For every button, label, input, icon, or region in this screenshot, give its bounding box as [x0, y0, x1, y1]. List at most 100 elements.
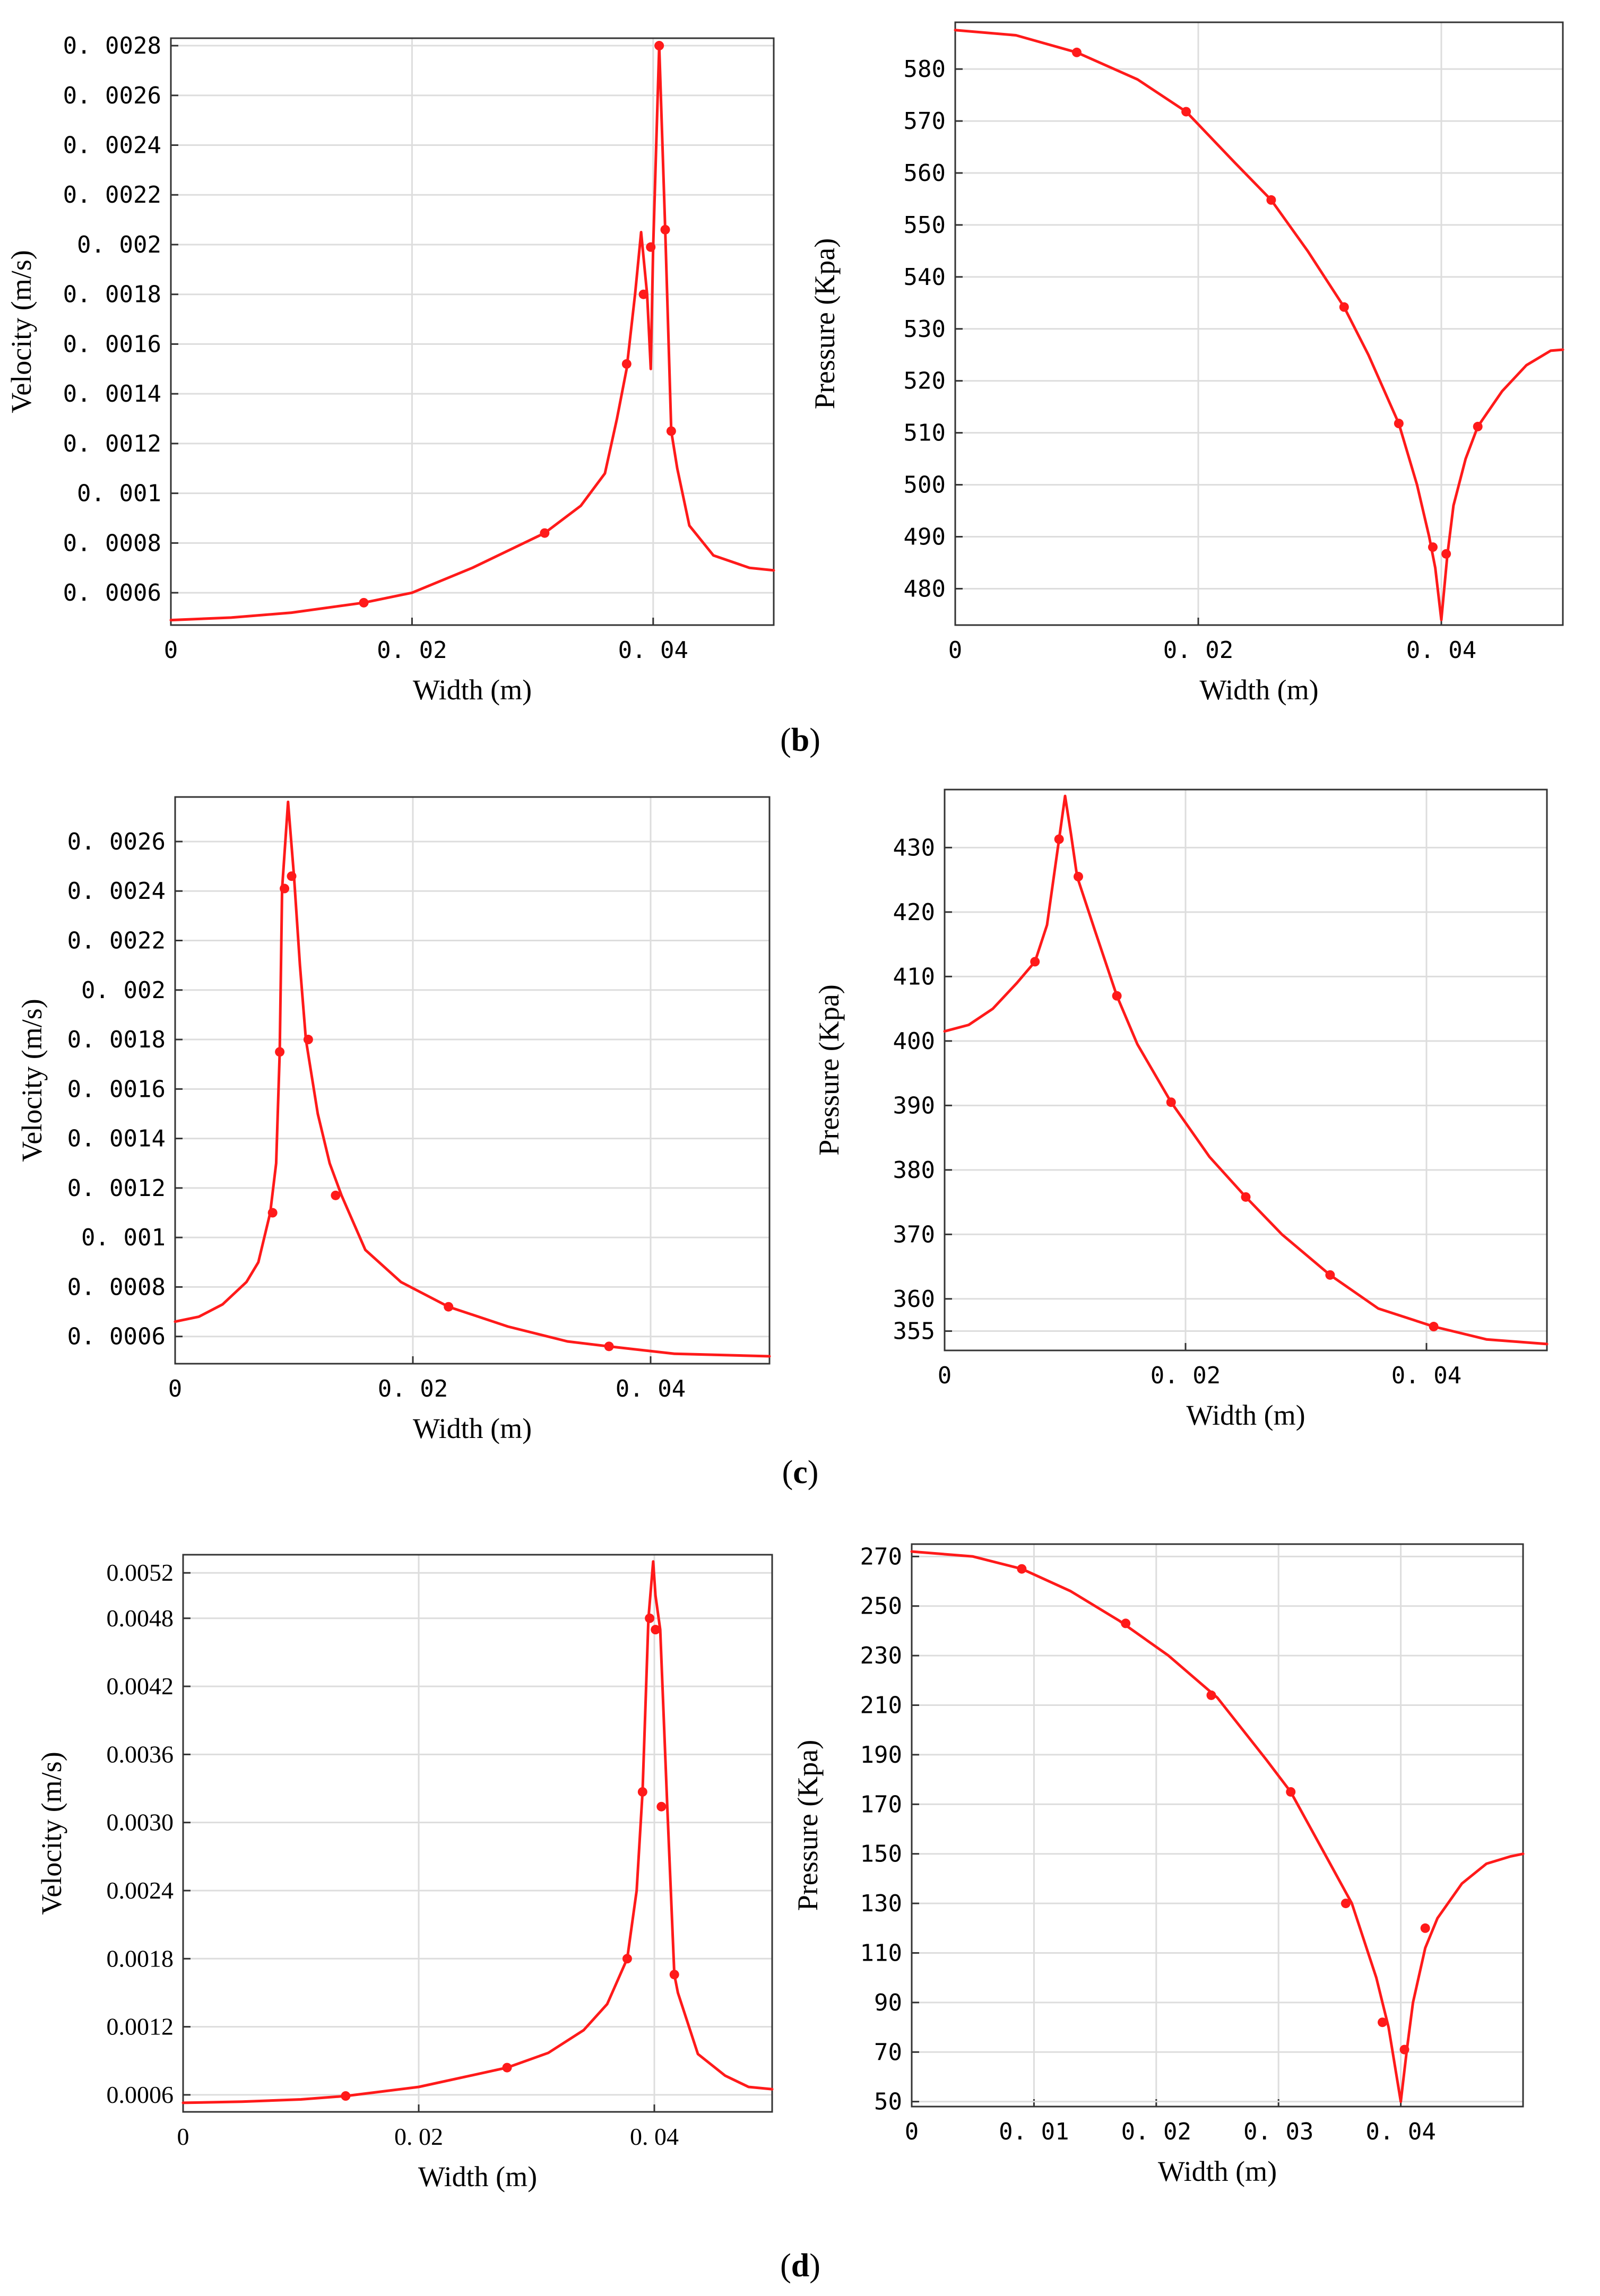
y-tick-label: 0.0012	[107, 2013, 174, 2040]
y-tick-label: 0. 0026	[63, 82, 161, 109]
y-tick-label: 580	[904, 56, 946, 83]
x-tick-label: 0. 04	[618, 637, 688, 664]
y-tick-label: 0. 001	[81, 1224, 166, 1251]
y-tick-label: 0. 0026	[67, 828, 166, 855]
data-point-marker	[287, 871, 297, 881]
y-tick-label: 420	[893, 899, 935, 926]
data-point-marker	[1394, 419, 1404, 429]
y-tick-label: 490	[904, 524, 946, 551]
x-tick-label: 0. 04	[1406, 637, 1476, 664]
y-tick-label: 70	[874, 2039, 902, 2066]
y-tick-label: 0. 0028	[63, 32, 161, 59]
plot-frame	[954, 21, 1564, 626]
x-axis-label: Width (m)	[1158, 2155, 1277, 2187]
data-point-marker	[444, 1302, 454, 1312]
y-tick-label: 540	[904, 264, 946, 291]
series-line-pressure	[943, 794, 1549, 1346]
y-tick-label: 0.0030	[107, 1809, 174, 1836]
y-tick-label: 500	[904, 472, 946, 499]
y-tick-label: 0.0006	[107, 2081, 174, 2108]
y-axis-label: Pressure (Kpa)	[809, 238, 841, 409]
x-tick-label: 0. 04	[1365, 2118, 1435, 2145]
y-tick-label: 210	[860, 1692, 902, 1719]
data-point-marker	[502, 2063, 512, 2073]
x-tick-label: 0. 02	[377, 637, 447, 664]
y-tick-label: 510	[904, 420, 946, 447]
data-point-marker	[1429, 1322, 1439, 1332]
y-tick-label: 0.0052	[107, 1559, 174, 1586]
y-tick-label: 520	[904, 368, 946, 395]
x-tick-label: 0. 04	[616, 1375, 686, 1402]
data-point-marker	[1017, 1564, 1027, 1574]
y-tick-label: 0. 0016	[63, 331, 161, 358]
x-tick-label: 0	[164, 637, 178, 664]
x-tick-label: 0. 02	[394, 2123, 443, 2150]
caption-c-letter: c	[793, 1454, 808, 1491]
data-point-marker	[1181, 107, 1191, 117]
data-point-marker	[1340, 1899, 1351, 1909]
data-point-marker	[1073, 872, 1083, 882]
data-point-marker	[622, 1954, 632, 1964]
x-axis-label: Width (m)	[413, 1413, 532, 1444]
data-point-marker	[1166, 1097, 1176, 1107]
data-point-marker	[1054, 834, 1064, 844]
plot-frame	[944, 789, 1548, 1351]
data-point-marker	[1428, 542, 1438, 552]
y-tick-label: 0.0024	[107, 1877, 174, 1904]
x-tick-label: 0. 02	[1151, 1362, 1221, 1389]
y-tick-label: 0. 0018	[63, 281, 161, 308]
data-point-marker	[669, 1970, 679, 1980]
data-point-marker	[660, 224, 670, 235]
data-point-marker	[341, 2091, 351, 2101]
data-point-marker	[651, 1625, 661, 1635]
x-tick-label: 0. 02	[378, 1375, 448, 1402]
y-tick-label: 90	[874, 1989, 902, 2016]
y-tick-label: 360	[893, 1286, 935, 1313]
chart-c-velocity: 0 0. 02 0. 04 0. 0006 0. 0008 0. 001 0. 0012 0.…	[16, 796, 771, 1444]
data-point-marker	[638, 289, 648, 299]
x-tick-label: 0	[177, 2123, 189, 2150]
data-point-marker	[359, 597, 369, 608]
x-axis-label: Width (m)	[418, 2161, 537, 2193]
x-tick-label: 0. 02	[1121, 2118, 1191, 2145]
y-tick-label: 150	[860, 1841, 902, 1868]
y-tick-label: 130	[860, 1890, 902, 1917]
y-tick-label: 0.0042	[107, 1673, 174, 1700]
data-point-marker	[1030, 957, 1040, 967]
data-point-marker	[1112, 991, 1122, 1001]
caption-c: (c)	[782, 1454, 819, 1491]
y-tick-label: 0. 0022	[67, 927, 166, 954]
data-point-marker	[1399, 2044, 1409, 2055]
data-point-marker	[1420, 1923, 1430, 1933]
x-tick-label: 0. 02	[1163, 637, 1233, 664]
x-tick-label: 0	[948, 637, 963, 664]
y-tick-label: 560	[904, 160, 946, 187]
y-tick-label: 0. 0012	[63, 430, 161, 457]
y-tick-label: 530	[904, 316, 946, 343]
y-tick-label: 380	[893, 1157, 935, 1184]
data-point-marker	[280, 883, 290, 894]
x-axis-label: Width (m)	[1186, 1399, 1305, 1431]
y-tick-label: 230	[860, 1642, 902, 1669]
y-tick-label: 550	[904, 212, 946, 239]
x-tick-label: 0. 03	[1243, 2118, 1313, 2145]
data-point-marker	[654, 41, 664, 51]
data-point-marker	[331, 1190, 341, 1200]
plot-frame	[170, 37, 775, 626]
y-tick-label: 0.0036	[107, 1740, 174, 1768]
data-point-marker	[1121, 1618, 1131, 1628]
data-point-marker	[1339, 302, 1349, 312]
y-tick-label: 355	[893, 1318, 935, 1345]
plot-frame	[182, 1554, 773, 2113]
chart-d-velocity: 0 0. 02 0. 04 0.0006 0.0012 0.0018 0.0024 0.003…	[36, 1554, 774, 2193]
chart-b-pressure: 0 0. 02 0. 04 480 490 500 510 520 530 540 550 560 57…	[809, 21, 1564, 706]
y-tick-label: 0. 001	[77, 480, 161, 507]
y-tick-label: 0. 002	[81, 977, 166, 1004]
y-tick-label: 50	[874, 2089, 902, 2116]
data-point-marker	[1266, 195, 1276, 205]
y-tick-label: 0. 0016	[67, 1076, 166, 1103]
chart-b-velocity: 0 0. 02 0. 04 0. 0006 0. 0008 0. 001 0. 0012 0.…	[5, 32, 775, 706]
y-tick-label: 480	[904, 575, 946, 602]
data-point-marker	[604, 1341, 614, 1351]
y-tick-label: 0. 0014	[67, 1125, 166, 1153]
